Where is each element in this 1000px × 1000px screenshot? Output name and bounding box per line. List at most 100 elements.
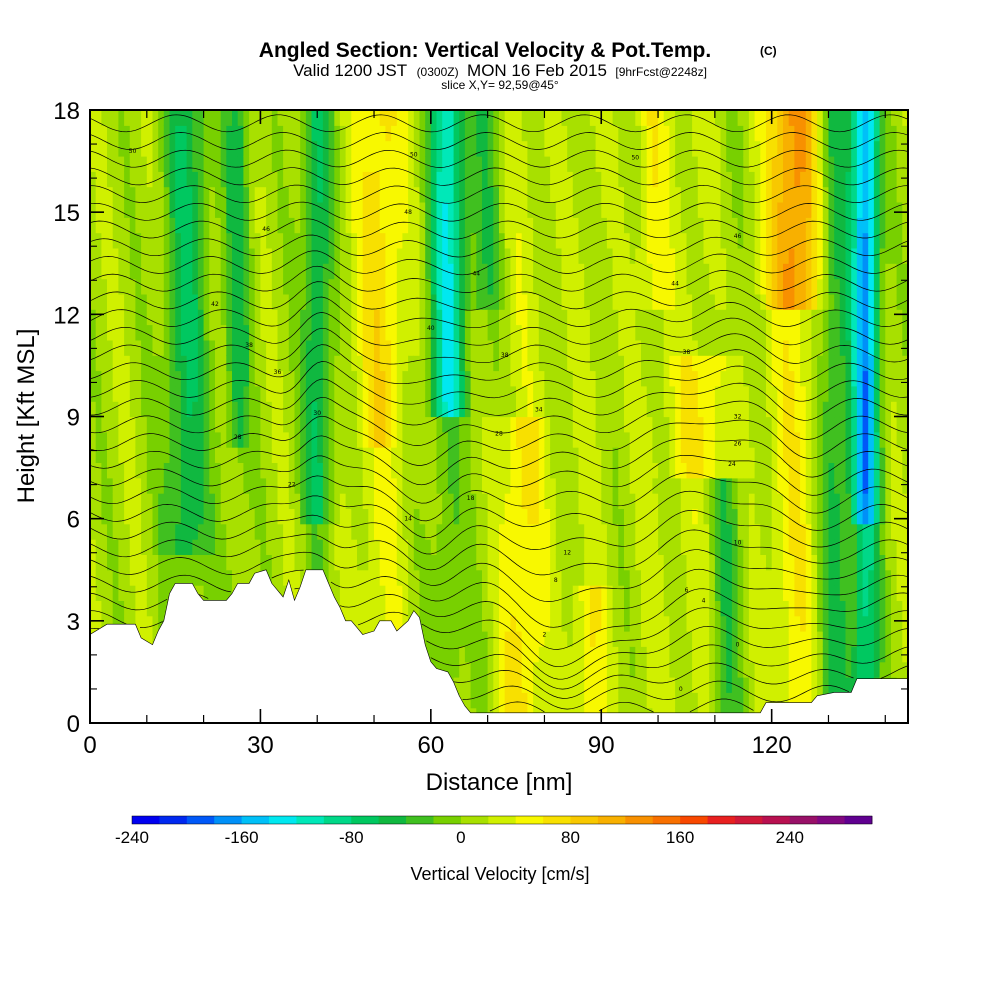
- velocity-cell: [90, 263, 97, 280]
- velocity-cell: [396, 247, 404, 264]
- velocity-cell: [504, 125, 511, 142]
- velocity-cell: [368, 309, 375, 326]
- velocity-cell: [271, 263, 279, 280]
- velocity-cell: [646, 355, 653, 372]
- velocity-cell: [118, 477, 125, 494]
- velocity-cell: [669, 217, 676, 234]
- velocity-cell: [362, 539, 369, 555]
- velocity-cell: [334, 370, 341, 387]
- velocity-cell: [663, 631, 670, 647]
- velocity-cell: [675, 140, 682, 157]
- velocity-cell: [322, 202, 330, 218]
- velocity-cell: [266, 202, 273, 218]
- velocity-cell: [731, 431, 739, 448]
- velocity-cell: [709, 431, 716, 448]
- velocity-cell: [589, 171, 597, 188]
- velocity-cell: [618, 539, 625, 555]
- velocity-cell: [692, 477, 699, 494]
- velocity-cell: [408, 447, 415, 463]
- velocity-cell: [385, 401, 392, 418]
- velocity-cell: [771, 202, 778, 218]
- velocity-cell: [516, 293, 523, 310]
- velocity-cell: [777, 324, 784, 341]
- velocity-cell: [748, 140, 756, 157]
- velocity-cell: [754, 217, 761, 234]
- velocity-cell: [425, 186, 432, 203]
- velocity-cell: [697, 293, 705, 310]
- velocity-cell: [476, 661, 483, 678]
- velocity-cell: [766, 278, 773, 295]
- velocity-cell: [487, 156, 494, 172]
- velocity-cell: [436, 447, 443, 463]
- velocity-cell: [351, 125, 358, 142]
- velocity-cell: [521, 631, 528, 647]
- velocity-cell: [533, 125, 540, 142]
- velocity-cell: [447, 569, 455, 586]
- velocity-cell: [771, 171, 778, 188]
- velocity-cell: [714, 339, 722, 356]
- velocity-cell: [322, 493, 330, 509]
- velocity-cell: [192, 217, 199, 234]
- velocity-cell: [408, 493, 415, 509]
- velocity-cell: [521, 263, 528, 280]
- velocity-cell: [476, 263, 483, 280]
- velocity-cell: [442, 247, 449, 264]
- velocity-cell: [175, 370, 182, 387]
- velocity-cell: [680, 156, 688, 172]
- velocity-cell: [720, 401, 727, 418]
- velocity-cell: [430, 385, 438, 402]
- velocity-cell: [385, 493, 392, 509]
- velocity-cell: [527, 493, 534, 509]
- velocity-cell: [584, 278, 591, 295]
- velocity-cell: [533, 156, 540, 172]
- velocity-cell: [357, 508, 364, 525]
- velocity-cell: [584, 600, 591, 617]
- velocity-cell: [578, 646, 585, 663]
- velocity-cell: [232, 416, 239, 433]
- velocity-cell: [550, 477, 557, 494]
- velocity-cell: [254, 125, 261, 142]
- velocity-cell: [652, 202, 659, 218]
- velocity-cell: [675, 202, 682, 218]
- velocity-cell: [294, 125, 301, 142]
- velocity-cell: [141, 508, 148, 525]
- velocity-cell: [482, 110, 489, 111]
- velocity-cell: [385, 125, 392, 142]
- velocity-cell: [249, 217, 256, 234]
- velocity-cell: [374, 324, 381, 341]
- velocity-cell: [589, 646, 597, 663]
- velocity-cell: [464, 539, 472, 555]
- velocity-cell: [413, 462, 421, 479]
- velocity-cell: [709, 278, 716, 295]
- velocity-cell: [232, 140, 239, 157]
- velocity-cell: [504, 493, 511, 509]
- velocity-cell: [714, 278, 722, 295]
- velocity-cell: [226, 416, 233, 433]
- velocity-cell: [521, 339, 528, 356]
- velocity-cell: [305, 324, 313, 341]
- velocity-cell: [328, 217, 335, 234]
- velocity-cell: [470, 523, 477, 540]
- velocity-cell: [675, 677, 682, 693]
- velocity-cell: [550, 247, 557, 264]
- velocity-cell: [107, 171, 114, 188]
- velocity-cell: [697, 171, 705, 188]
- velocity-cell: [283, 202, 290, 218]
- velocity-cell: [555, 171, 563, 188]
- velocity-cell: [675, 477, 682, 494]
- velocity-cell: [550, 539, 557, 555]
- velocity-cell: [345, 186, 352, 203]
- velocity-cell: [743, 600, 750, 617]
- velocity-cell: [413, 263, 421, 280]
- velocity-cell: [618, 202, 625, 218]
- velocity-cell: [112, 156, 119, 172]
- velocity-cell: [374, 110, 381, 126]
- velocity-cell: [510, 370, 517, 387]
- velocity-cell: [499, 278, 506, 295]
- velocity-cell: [357, 600, 364, 617]
- velocity-cell: [124, 385, 131, 402]
- velocity-cell: [572, 600, 580, 617]
- velocity-cell: [663, 677, 670, 693]
- velocity-cell: [686, 523, 693, 540]
- velocity-cell: [510, 232, 517, 249]
